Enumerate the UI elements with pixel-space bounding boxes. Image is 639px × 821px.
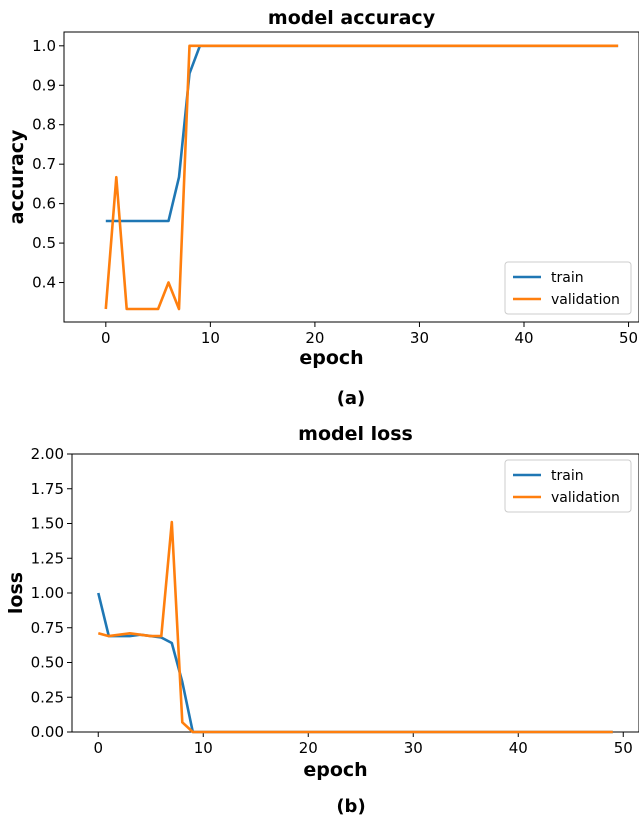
y-tick-label: 2.00 bbox=[31, 445, 64, 463]
legend-box bbox=[504, 261, 632, 315]
x-axis-label: epoch bbox=[299, 347, 363, 369]
legend-box bbox=[504, 459, 632, 513]
y-tick-label: 0.50 bbox=[31, 654, 64, 672]
legend-label: validation bbox=[551, 292, 620, 308]
loss-chart: model loss 0 10 20 30 40 50 0.00 0.25 0.50 0.75 1.0… bbox=[5, 423, 639, 817]
y-tick-label: 0.9 bbox=[32, 76, 56, 94]
y-tick-label: 1.00 bbox=[31, 584, 64, 602]
legend-label: train bbox=[551, 468, 584, 484]
x-tick-label: 0 bbox=[101, 329, 111, 347]
y-axis-label: accuracy bbox=[6, 129, 28, 224]
y-tick-label: 0.6 bbox=[32, 195, 56, 213]
x-tick-label: 20 bbox=[305, 329, 324, 347]
series-line-train bbox=[105, 44, 619, 223]
x-tick-label: 20 bbox=[299, 739, 318, 757]
y-tick-label: 0.25 bbox=[31, 688, 64, 706]
y-tick-label: 0.00 bbox=[31, 723, 64, 741]
x-tick-label: 40 bbox=[514, 329, 533, 347]
y-tick-label: 0.5 bbox=[32, 234, 56, 252]
chart-title: model accuracy bbox=[268, 7, 436, 29]
legend: train validation bbox=[504, 459, 632, 513]
y-tick-label: 1.50 bbox=[31, 515, 64, 533]
plot-frame bbox=[63, 31, 639, 323]
y-tick-label: 0.4 bbox=[32, 274, 56, 292]
x-tick-label: 10 bbox=[194, 739, 213, 757]
x-tick-label: 30 bbox=[404, 739, 423, 757]
series-line-validation bbox=[104, 44, 619, 311]
y-tick-label: 1.0 bbox=[32, 37, 56, 55]
x-axis-label: epoch bbox=[303, 759, 367, 781]
x-tick-label: 10 bbox=[201, 329, 220, 347]
y-tick-label: 1.75 bbox=[31, 480, 64, 498]
chart-title: model loss bbox=[298, 423, 413, 445]
x-tick-label: 0 bbox=[93, 739, 103, 757]
x-tick-label: 50 bbox=[619, 329, 638, 347]
legend-label: train bbox=[551, 270, 584, 286]
series-line-validation bbox=[97, 520, 613, 734]
legend: train validation bbox=[504, 261, 632, 315]
y-tick-label: 0.8 bbox=[32, 116, 56, 134]
y-tick-label: 1.25 bbox=[31, 549, 64, 567]
y-tick-label: 0.75 bbox=[31, 619, 64, 637]
legend-label: validation bbox=[551, 490, 620, 506]
y-axis-label: loss bbox=[5, 572, 27, 614]
x-tick-label: 40 bbox=[509, 739, 528, 757]
x-tick-label: 50 bbox=[614, 739, 633, 757]
figure-caption: (b) bbox=[336, 796, 365, 817]
y-tick-label: 0.7 bbox=[32, 155, 56, 173]
x-tick-label: 30 bbox=[410, 329, 429, 347]
accuracy-chart: model accuracy 0 10 20 30 40 50 0.4 0.5 0.6 0.7 0.8… bbox=[6, 7, 639, 409]
figure-caption: (a) bbox=[337, 388, 366, 409]
